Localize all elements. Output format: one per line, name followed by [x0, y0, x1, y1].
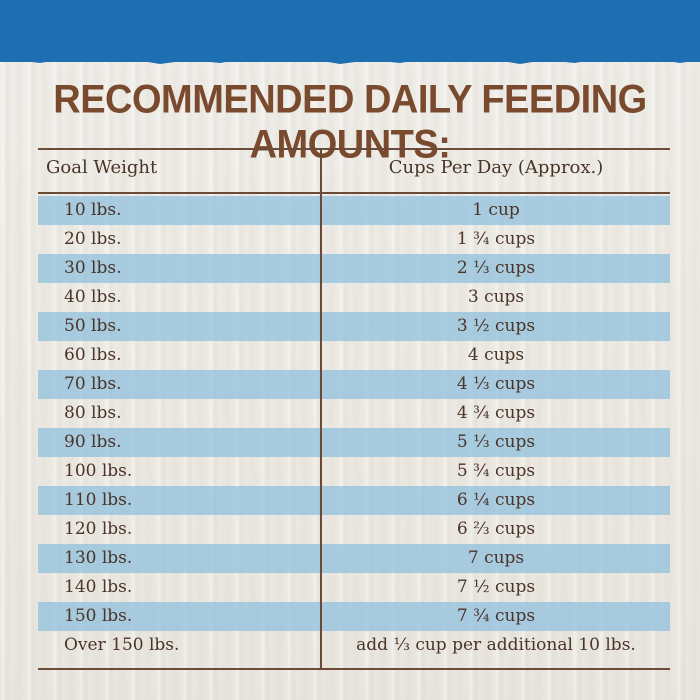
goal-weight-cell: 40 lbs. [64, 287, 122, 307]
cups-per-day-cell: 1 cup [472, 200, 520, 220]
goal-weight-cell: 120 lbs. [64, 519, 133, 539]
cups-per-day-cell: 7 cups [467, 548, 525, 568]
goal-weight-cell: 130 lbs. [64, 548, 133, 568]
goal-weight-cell: 30 lbs. [64, 258, 122, 278]
table-row: 120 lbs. 6 ⅔ cups [38, 515, 670, 544]
cups-per-day-cell: 2 ⅓ cups [456, 258, 536, 278]
table-row: Over 150 lbs. add ⅓ cup per additional 10… [38, 631, 670, 660]
goal-weight-cell: Over 150 lbs. [64, 635, 180, 655]
cups-per-day-cell: 4 ⅓ cups [456, 374, 536, 394]
cups-per-day-cell: 6 ¼ cups [456, 490, 536, 510]
table-row: 110 lbs. 6 ¼ cups [38, 486, 670, 515]
table-row: 20 lbs. 1 ¾ cups [38, 225, 670, 254]
column-header-goal-weight: Goal Weight [46, 157, 158, 178]
cups-per-day-cell: 3 cups [467, 287, 525, 307]
table-row: 150 lbs. 7 ¾ cups [38, 602, 670, 631]
cups-per-day-cell: 3 ½ cups [456, 316, 536, 336]
table-row: 90 lbs. 5 ⅓ cups [38, 428, 670, 457]
cups-per-day-cell: 5 ¾ cups [456, 461, 536, 481]
cups-per-day-cell: add ⅓ cup per additional 10 lbs. [356, 635, 636, 655]
table-row: 60 lbs. 4 cups [38, 341, 670, 370]
table-row: 70 lbs. 4 ⅓ cups [38, 370, 670, 399]
cups-per-day-cell: 7 ¾ cups [456, 606, 536, 626]
goal-weight-cell: 50 lbs. [64, 316, 122, 336]
cups-per-day-cell: 7 ½ cups [456, 577, 536, 597]
table-row: 130 lbs. 7 cups [38, 544, 670, 573]
goal-weight-cell: 70 lbs. [64, 374, 122, 394]
table-row: 140 lbs. 7 ½ cups [38, 573, 670, 602]
table-top-rule [38, 148, 670, 150]
band-brush-edge [0, 54, 700, 64]
goal-weight-cell: 10 lbs. [64, 200, 122, 220]
goal-weight-cell: 110 lbs. [64, 490, 133, 510]
cups-per-day-cell: 4 ¾ cups [456, 403, 536, 423]
cups-per-day-cell: 5 ⅓ cups [456, 432, 536, 452]
table-row: 100 lbs. 5 ¾ cups [38, 457, 670, 486]
table-header-rule [38, 192, 670, 194]
cups-per-day-cell: 1 ¾ cups [456, 229, 536, 249]
table-row: 30 lbs. 2 ⅓ cups [38, 254, 670, 283]
column-header-cups-per-day: Cups Per Day (Approx.) [388, 157, 604, 178]
table-row: 50 lbs. 3 ½ cups [38, 312, 670, 341]
table-row: 10 lbs. 1 cup [38, 196, 670, 225]
table-row: 40 lbs. 3 cups [38, 283, 670, 312]
goal-weight-cell: 60 lbs. [64, 345, 122, 365]
goal-weight-cell: 150 lbs. [64, 606, 133, 626]
goal-weight-cell: 140 lbs. [64, 577, 133, 597]
goal-weight-cell: 90 lbs. [64, 432, 122, 452]
goal-weight-cell: 80 lbs. [64, 403, 122, 423]
goal-weight-cell: 20 lbs. [64, 229, 122, 249]
top-color-band [0, 0, 700, 62]
cups-per-day-cell: 4 cups [467, 345, 525, 365]
table-row: 80 lbs. 4 ¾ cups [38, 399, 670, 428]
table-bottom-rule [38, 668, 670, 670]
goal-weight-cell: 100 lbs. [64, 461, 133, 481]
page-title: RECOMMENDED DAILY FEEDING AMOUNTS: [53, 77, 647, 168]
table-column-divider [320, 148, 322, 670]
cups-per-day-cell: 6 ⅔ cups [456, 519, 536, 539]
